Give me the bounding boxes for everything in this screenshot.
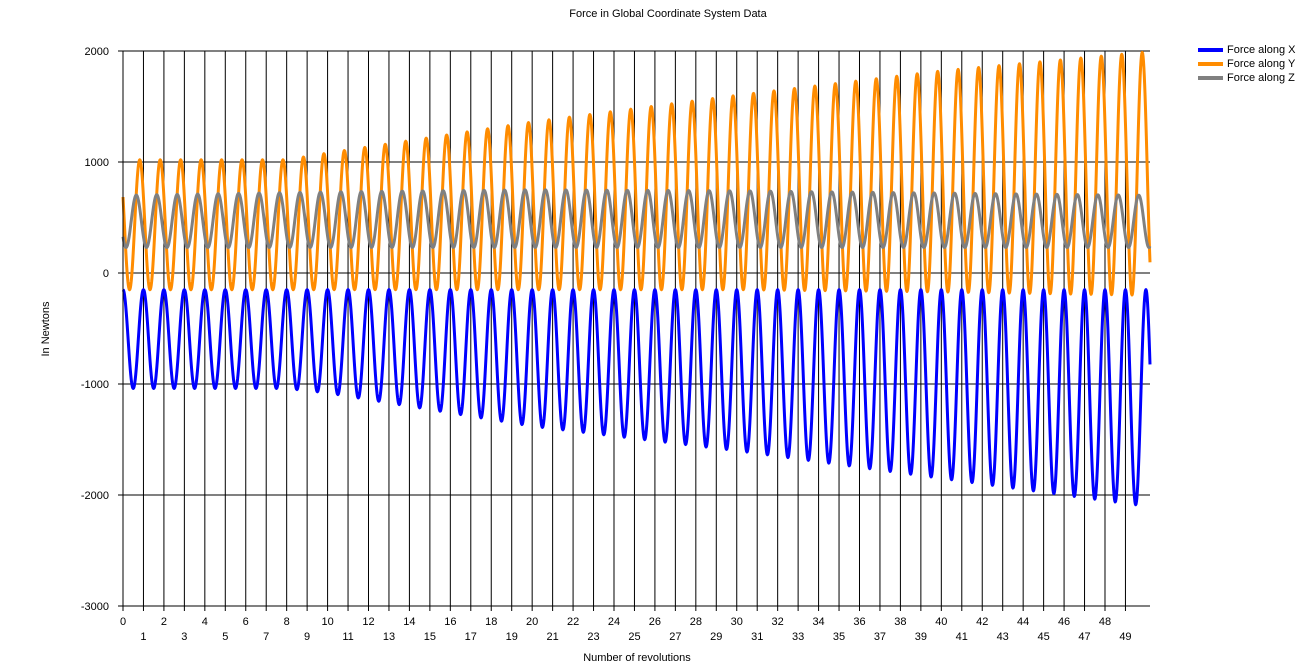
x-tick-label-7: 7 (263, 631, 269, 643)
x-tick-label-27: 27 (669, 631, 681, 643)
x-tick-label-45: 45 (1037, 631, 1049, 643)
x-tick-label-1: 1 (140, 631, 146, 643)
y-tick-label--1000: -1000 (81, 379, 109, 391)
x-tick-label-8: 8 (284, 616, 290, 628)
series-layer (121, 50, 1152, 507)
y-tick-label-1000: 1000 (85, 157, 109, 169)
legend-label-z: Force along Z (1227, 72, 1295, 84)
series-line-y (121, 50, 1152, 297)
x-tick-label-43: 43 (997, 631, 1009, 643)
x-tick-label-20: 20 (526, 616, 538, 628)
x-tick-label-14: 14 (403, 616, 415, 628)
x-tick-label-25: 25 (628, 631, 640, 643)
x-tick-label-47: 47 (1078, 631, 1090, 643)
axes (122, 51, 1150, 607)
series-line-z (121, 188, 1152, 249)
legend-swatch-y (1198, 62, 1223, 66)
y-tick-label-2000: 2000 (85, 46, 109, 58)
x-tick-label-40: 40 (935, 616, 947, 628)
legend-item-x: Force along X (1198, 43, 1295, 57)
x-tick-label-36: 36 (853, 616, 865, 628)
x-tick-label-39: 39 (915, 631, 927, 643)
x-axis-label: Number of revolutions (583, 652, 691, 664)
x-tick-labels: 0123456789101112131415161718192021222324… (120, 616, 1132, 643)
x-tick-label-0: 0 (120, 616, 126, 628)
x-tick-label-22: 22 (567, 616, 579, 628)
x-tick-label-28: 28 (690, 616, 702, 628)
x-tick-label-29: 29 (710, 631, 722, 643)
x-tick-label-21: 21 (546, 631, 558, 643)
x-tick-label-30: 30 (731, 616, 743, 628)
legend-swatch-z (1198, 76, 1223, 80)
x-tick-label-17: 17 (465, 631, 477, 643)
x-tick-label-13: 13 (383, 631, 395, 643)
legend-label-y: Force along Y (1227, 58, 1296, 70)
x-tick-label-38: 38 (894, 616, 906, 628)
legend-swatch-x (1198, 48, 1223, 52)
x-tick-label-33: 33 (792, 631, 804, 643)
chart-title: Force in Global Coordinate System Data (569, 8, 767, 20)
x-tick-label-23: 23 (587, 631, 599, 643)
x-tick-label-49: 49 (1119, 631, 1131, 643)
x-tick-label-41: 41 (956, 631, 968, 643)
x-tick-label-12: 12 (362, 616, 374, 628)
x-tick-label-2: 2 (161, 616, 167, 628)
x-tick-label-37: 37 (874, 631, 886, 643)
legend-item-y: Force along Y (1198, 57, 1295, 71)
y-tick-label--3000: -3000 (81, 601, 109, 613)
y-axis-label: In Newtons (40, 301, 52, 357)
x-tick-label-24: 24 (608, 616, 620, 628)
legend-item-z: Force along Z (1198, 71, 1295, 85)
x-tick-label-16: 16 (444, 616, 456, 628)
legend-label-x: Force along X (1227, 44, 1296, 56)
x-tick-label-48: 48 (1099, 616, 1111, 628)
x-tick-label-3: 3 (181, 631, 187, 643)
x-tick-label-18: 18 (485, 616, 497, 628)
x-tick-label-5: 5 (222, 631, 228, 643)
x-tick-label-19: 19 (506, 631, 518, 643)
x-tick-label-42: 42 (976, 616, 988, 628)
x-tick-label-11: 11 (342, 631, 353, 643)
x-tick-label-6: 6 (243, 616, 249, 628)
y-tick-label-0: 0 (103, 268, 109, 280)
y-tick-labels: -3000 -2000 -1000 0 1000 2000 (81, 46, 109, 613)
x-tick-label-9: 9 (304, 631, 310, 643)
x-tick-label-15: 15 (424, 631, 436, 643)
x-tick-label-4: 4 (202, 616, 208, 628)
x-tick-label-10: 10 (321, 616, 333, 628)
x-tick-label-44: 44 (1017, 616, 1029, 628)
series-line-x (121, 288, 1152, 507)
x-tick-label-34: 34 (812, 616, 824, 628)
x-tick-label-35: 35 (833, 631, 845, 643)
x-tick-label-32: 32 (772, 616, 784, 628)
x-tick-label-46: 46 (1058, 616, 1070, 628)
y-tick-label--2000: -2000 (81, 490, 109, 502)
x-tick-label-26: 26 (649, 616, 661, 628)
legend: Force along X Force along Y Force along … (1198, 43, 1295, 85)
x-tick-label-31: 31 (751, 631, 763, 643)
